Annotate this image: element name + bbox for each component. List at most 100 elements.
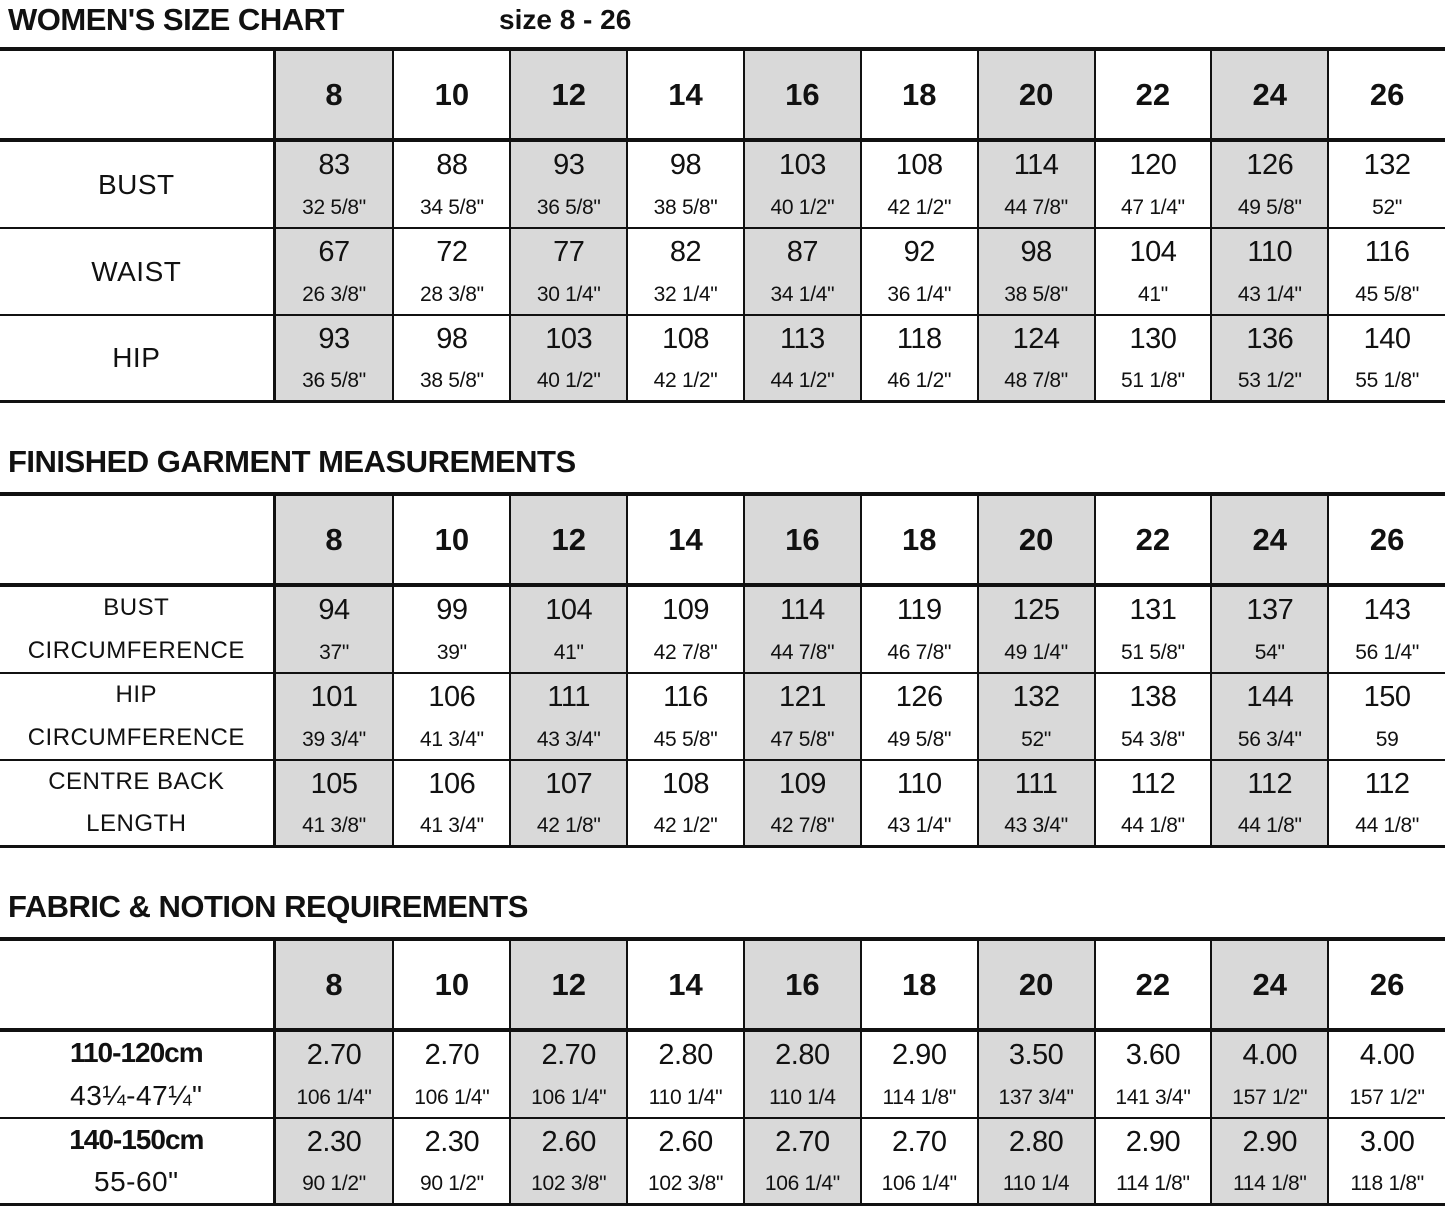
size-header-row: 8 10 12 14 16 18 20 22 24 26 (0, 941, 1445, 1032)
imperial-value: 54" (1254, 641, 1285, 664)
metric-value: 2.60 (541, 1125, 596, 1158)
metric-value: 72 (436, 236, 468, 268)
metric-value: 4.00 (1359, 1039, 1415, 1071)
imperial-value: 38 5/8" (653, 196, 718, 219)
value-cell: 132 52" (976, 674, 1094, 759)
value-cell: 103 40 1/2" (509, 316, 627, 400)
size-label: 18 (901, 76, 937, 112)
header-label-cell (0, 941, 276, 1028)
imperial-value: 36 1/4" (887, 283, 952, 306)
table-row: 140-150cm 55-60" 2.30 90 1/2" 2.30 90 1/2" 2.6… (0, 1119, 1445, 1206)
value-cell: 2.80 110 1/4 (742, 1032, 860, 1117)
section-title: FINISHED GARMENT MEASUREMENTS (8, 444, 576, 479)
imperial-value: 51 5/8" (1121, 641, 1185, 664)
imperial-value: 118 1/8" (1350, 1172, 1424, 1196)
size-label: 22 (1135, 966, 1171, 1002)
value-cell: 2.70 106 1/4" (742, 1119, 860, 1203)
imperial-value: 37" (319, 641, 349, 664)
metric-value: 93 (318, 322, 350, 355)
size-header-18: 18 (859, 51, 977, 138)
row-label-line: BUST (103, 594, 170, 622)
imperial-value: 30 1/4" (536, 283, 601, 306)
table-row: BUST CIRCUMFERENCE 94 37" 99 39" 104 41" 109 42 7… (0, 587, 1445, 674)
row-label-line: 43¼-47¼" (70, 1079, 203, 1111)
row-label-line: 140-150cm (69, 1124, 204, 1155)
imperial-value: 42 1/2" (887, 196, 952, 219)
size-label: 10 (434, 521, 470, 557)
imperial-value: 49 5/8" (887, 728, 952, 751)
imperial-value: 110 1/4" (648, 1086, 723, 1109)
page-title: WOMEN'S SIZE CHART (8, 2, 344, 37)
metric-value: 2.90 (892, 1039, 947, 1071)
value-cell: 108 42 1/2" (626, 761, 743, 845)
imperial-value: 106 1/4" (764, 1172, 840, 1196)
imperial-value: 39 3/4" (302, 728, 366, 751)
value-cell: 106 41 3/4" (392, 761, 509, 845)
size-header-24: 24 (1210, 941, 1328, 1028)
value-cell: 72 28 3/8" (392, 229, 509, 314)
row-label: 110-120cm 43¼-47¼" (0, 1032, 276, 1117)
imperial-value: 53 1/2" (1237, 369, 1302, 393)
value-cell: 112 44 1/8" (1093, 761, 1211, 845)
imperial-value: 41" (1137, 283, 1168, 306)
row-label-line: CENTRE BACK (48, 768, 225, 795)
size-label: 20 (1018, 966, 1054, 1002)
imperial-value: 47 5/8" (770, 728, 835, 751)
imperial-value: 38 5/8" (1004, 283, 1068, 306)
size-header-12: 12 (509, 496, 627, 583)
metric-value: 2.60 (658, 1125, 713, 1158)
size-header-14: 14 (626, 941, 743, 1028)
value-cell: 124 48 7/8" (976, 316, 1094, 400)
imperial-value: 52" (1021, 728, 1052, 751)
imperial-value: 114 1/8" (1232, 1172, 1307, 1196)
metric-value: 120 (1129, 149, 1177, 181)
size-label: 12 (551, 76, 586, 112)
value-cell: 103 40 1/2" (742, 142, 860, 227)
value-cell: 2.60 102 3/8" (626, 1119, 743, 1203)
size-label: 12 (551, 521, 586, 557)
header-label-cell (0, 496, 276, 583)
size-label: 14 (668, 521, 703, 557)
imperial-value: 114 1/8" (1116, 1172, 1190, 1196)
finished-garment-table: 8 10 12 14 16 18 20 22 24 26 BUST CIRCUMFERENCE 94 37… (0, 492, 1445, 848)
metric-value: 114 (1013, 149, 1059, 181)
size-label: 26 (1369, 966, 1405, 1002)
value-cell: 4.00 157 1/2" (1327, 1032, 1445, 1117)
table-row: HIP 93 36 5/8" 98 38 5/8" 103 40 1/2" 108 42 1/2… (0, 316, 1445, 403)
value-cell: 120 47 1/4" (1093, 142, 1211, 227)
metric-value: 92 (903, 236, 936, 268)
value-cell: 2.90 114 1/8" (1093, 1119, 1211, 1203)
metric-value: 2.80 (658, 1039, 713, 1071)
value-cell: 2.60 102 3/8" (509, 1119, 627, 1203)
metric-value: 132 (1363, 149, 1411, 181)
imperial-value: 38 5/8" (419, 369, 484, 393)
value-cell: 2.90 114 1/8" (859, 1032, 977, 1117)
value-cell: 3.60 141 3/4" (1093, 1032, 1211, 1117)
metric-value: 110 (896, 767, 942, 800)
size-header-12: 12 (509, 51, 627, 138)
imperial-value: 106 1/4" (414, 1086, 490, 1109)
imperial-value: 41 3/4" (419, 814, 484, 838)
value-cell: 131 51 5/8" (1093, 587, 1211, 672)
value-cell: 82 32 1/4" (626, 229, 743, 314)
metric-value: 87 (786, 236, 819, 268)
metric-value: 111 (547, 681, 590, 713)
imperial-value: 43 3/4" (536, 728, 601, 751)
value-cell: 130 51 1/8" (1093, 316, 1211, 400)
size-header-22: 22 (1093, 941, 1211, 1028)
metric-value: 3.50 (1008, 1039, 1064, 1071)
value-cell: 121 47 5/8" (742, 674, 860, 759)
imperial-value: 106 1/4" (296, 1086, 372, 1109)
imperial-value: 102 3/8" (647, 1172, 724, 1196)
value-cell: 94 37" (275, 587, 393, 672)
imperial-value: 44 7/8" (770, 641, 835, 664)
value-cell: 108 42 1/2" (859, 142, 977, 227)
table-row: CENTRE BACK LENGTH 105 41 3/8" 106 41 3/4" 107… (0, 761, 1445, 848)
imperial-value: 90 1/2" (419, 1172, 484, 1196)
row-label: WAIST (0, 229, 276, 314)
imperial-value: 42 1/2" (653, 814, 718, 838)
value-cell: 92 36 1/4" (859, 229, 977, 314)
metric-value: 150 (1363, 681, 1411, 713)
metric-value: 98 (669, 149, 702, 181)
metric-value: 140 (1363, 322, 1411, 355)
